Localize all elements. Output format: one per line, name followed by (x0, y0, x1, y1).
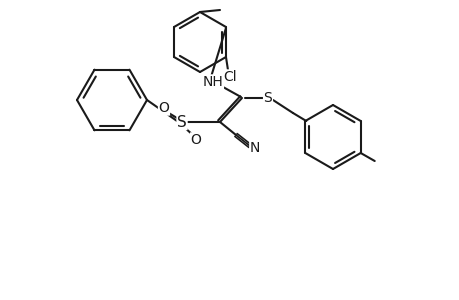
Text: O: O (190, 133, 201, 147)
Text: NH: NH (202, 75, 223, 89)
Text: N: N (249, 141, 260, 155)
Text: O: O (158, 101, 169, 115)
Text: Cl: Cl (223, 70, 236, 84)
Text: S: S (263, 91, 272, 105)
Text: S: S (177, 115, 186, 130)
